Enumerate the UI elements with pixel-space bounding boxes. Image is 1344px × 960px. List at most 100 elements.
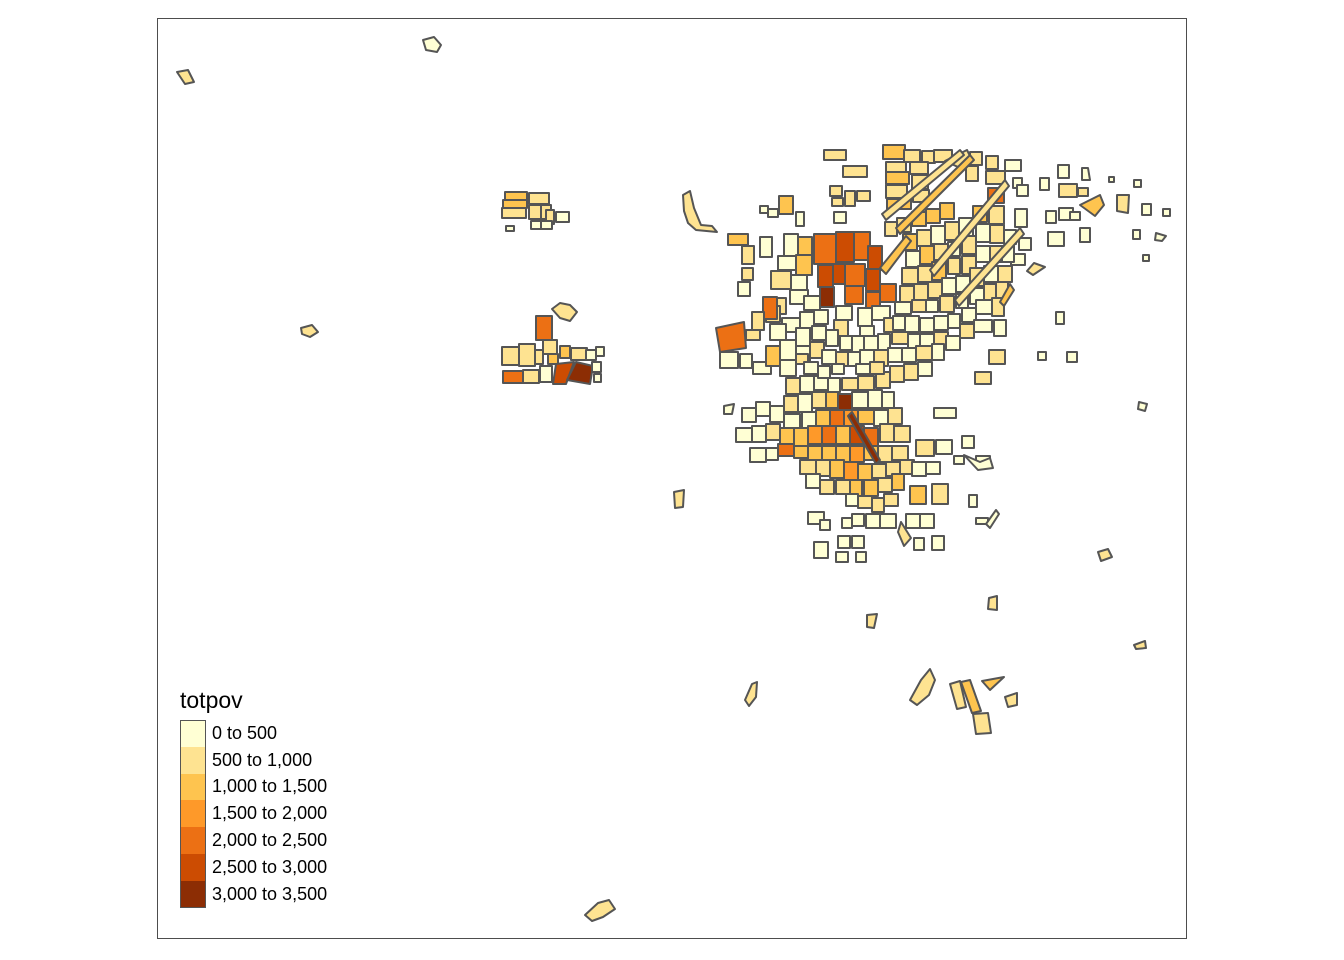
tract-polygon[interactable]	[903, 363, 919, 381]
tract-polygon[interactable]	[715, 321, 747, 353]
tract-polygon[interactable]	[973, 319, 993, 333]
tract-polygon[interactable]	[972, 712, 992, 735]
tract-polygon[interactable]	[987, 595, 998, 611]
tract-polygon[interactable]	[929, 179, 1010, 277]
tract-polygon[interactable]	[1142, 254, 1150, 262]
tract-polygon[interactable]	[547, 353, 559, 365]
tract-polygon[interactable]	[504, 191, 528, 201]
tract-polygon[interactable]	[911, 299, 927, 313]
tract-polygon[interactable]	[793, 427, 809, 447]
tract-polygon[interactable]	[1039, 177, 1050, 191]
tract-polygon[interactable]	[770, 270, 792, 290]
tract-polygon[interactable]	[947, 257, 961, 275]
tract-polygon[interactable]	[981, 676, 1005, 691]
tract-polygon[interactable]	[300, 324, 319, 338]
tract-polygon[interactable]	[831, 197, 844, 207]
tract-polygon[interactable]	[755, 401, 771, 417]
tract-polygon[interactable]	[1066, 351, 1078, 363]
tract-polygon[interactable]	[835, 305, 853, 321]
tract-polygon[interactable]	[835, 231, 855, 263]
tract-polygon[interactable]	[882, 144, 906, 160]
tract-polygon[interactable]	[719, 351, 739, 369]
tract-polygon[interactable]	[855, 551, 867, 563]
tract-polygon[interactable]	[844, 285, 864, 305]
tract-polygon[interactable]	[857, 495, 873, 509]
tract-polygon[interactable]	[935, 439, 953, 455]
tract-polygon[interactable]	[797, 236, 813, 256]
tract-polygon[interactable]	[915, 345, 933, 361]
tract-polygon[interactable]	[974, 371, 992, 385]
tract-polygon[interactable]	[919, 317, 935, 333]
tract-polygon[interactable]	[893, 425, 911, 443]
tract-polygon[interactable]	[501, 207, 527, 219]
tract-polygon[interactable]	[1133, 640, 1147, 650]
tract-polygon[interactable]	[540, 220, 553, 230]
tract-polygon[interactable]	[501, 346, 520, 366]
tract-polygon[interactable]	[535, 315, 553, 341]
tract-polygon[interactable]	[819, 519, 831, 531]
tract-polygon[interactable]	[901, 347, 917, 363]
tract-polygon[interactable]	[821, 445, 837, 461]
tract-polygon[interactable]	[735, 427, 753, 443]
tract-polygon[interactable]	[913, 537, 925, 551]
tract-polygon[interactable]	[877, 477, 893, 493]
tract-polygon[interactable]	[741, 407, 757, 423]
tract-polygon[interactable]	[813, 233, 837, 265]
tract-polygon[interactable]	[831, 363, 845, 375]
tract-polygon[interactable]	[837, 535, 851, 549]
tract-polygon[interactable]	[807, 425, 823, 445]
tract-polygon[interactable]	[857, 409, 875, 425]
tract-polygon[interactable]	[863, 479, 879, 497]
tract-polygon[interactable]	[879, 235, 912, 275]
tract-polygon[interactable]	[989, 224, 1005, 244]
tract-polygon[interactable]	[869, 361, 885, 375]
tract-polygon[interactable]	[1081, 167, 1091, 181]
tract-polygon[interactable]	[1055, 311, 1065, 325]
tract-polygon[interactable]	[813, 309, 829, 325]
tract-polygon[interactable]	[1004, 692, 1018, 708]
tract-polygon[interactable]	[960, 679, 982, 714]
tract-polygon[interactable]	[807, 445, 823, 461]
tract-polygon[interactable]	[795, 327, 811, 347]
tract-polygon[interactable]	[949, 680, 967, 710]
tract-polygon[interactable]	[1058, 183, 1078, 198]
tract-polygon[interactable]	[857, 463, 873, 481]
tract-polygon[interactable]	[779, 359, 797, 377]
tract-polygon[interactable]	[881, 391, 895, 409]
tract-polygon[interactable]	[844, 190, 856, 207]
tract-polygon[interactable]	[422, 36, 442, 53]
tract-polygon[interactable]	[997, 265, 1013, 283]
tract-polygon[interactable]	[1108, 176, 1115, 183]
tract-polygon[interactable]	[769, 323, 787, 341]
tract-polygon[interactable]	[522, 369, 540, 384]
tract-polygon[interactable]	[539, 365, 553, 383]
tract-polygon[interactable]	[933, 315, 949, 331]
tract-polygon[interactable]	[889, 365, 905, 383]
tract-polygon[interactable]	[595, 346, 605, 357]
tract-polygon[interactable]	[1047, 231, 1065, 247]
tract-polygon[interactable]	[897, 521, 912, 547]
tract-polygon[interactable]	[849, 445, 865, 463]
tract-polygon[interactable]	[909, 668, 936, 706]
tract-polygon[interactable]	[1077, 187, 1089, 197]
tract-polygon[interactable]	[805, 473, 821, 489]
tract-polygon[interactable]	[829, 459, 845, 479]
tract-polygon[interactable]	[903, 149, 921, 163]
tract-polygon[interactable]	[1162, 208, 1171, 217]
tract-polygon[interactable]	[833, 211, 847, 224]
tract-polygon[interactable]	[891, 473, 905, 491]
tract-polygon[interactable]	[1079, 227, 1091, 243]
tract-polygon[interactable]	[917, 265, 933, 283]
tract-polygon[interactable]	[883, 493, 899, 507]
tract-polygon[interactable]	[925, 208, 941, 224]
tract-polygon[interactable]	[737, 281, 751, 297]
tract-polygon[interactable]	[817, 365, 831, 379]
tract-polygon[interactable]	[835, 425, 851, 445]
tract-polygon[interactable]	[821, 349, 837, 365]
tract-polygon[interactable]	[799, 375, 815, 393]
tract-polygon[interactable]	[939, 295, 955, 313]
tract-polygon[interactable]	[769, 405, 785, 423]
tract-polygon[interactable]	[727, 233, 749, 246]
tract-polygon[interactable]	[785, 377, 801, 395]
